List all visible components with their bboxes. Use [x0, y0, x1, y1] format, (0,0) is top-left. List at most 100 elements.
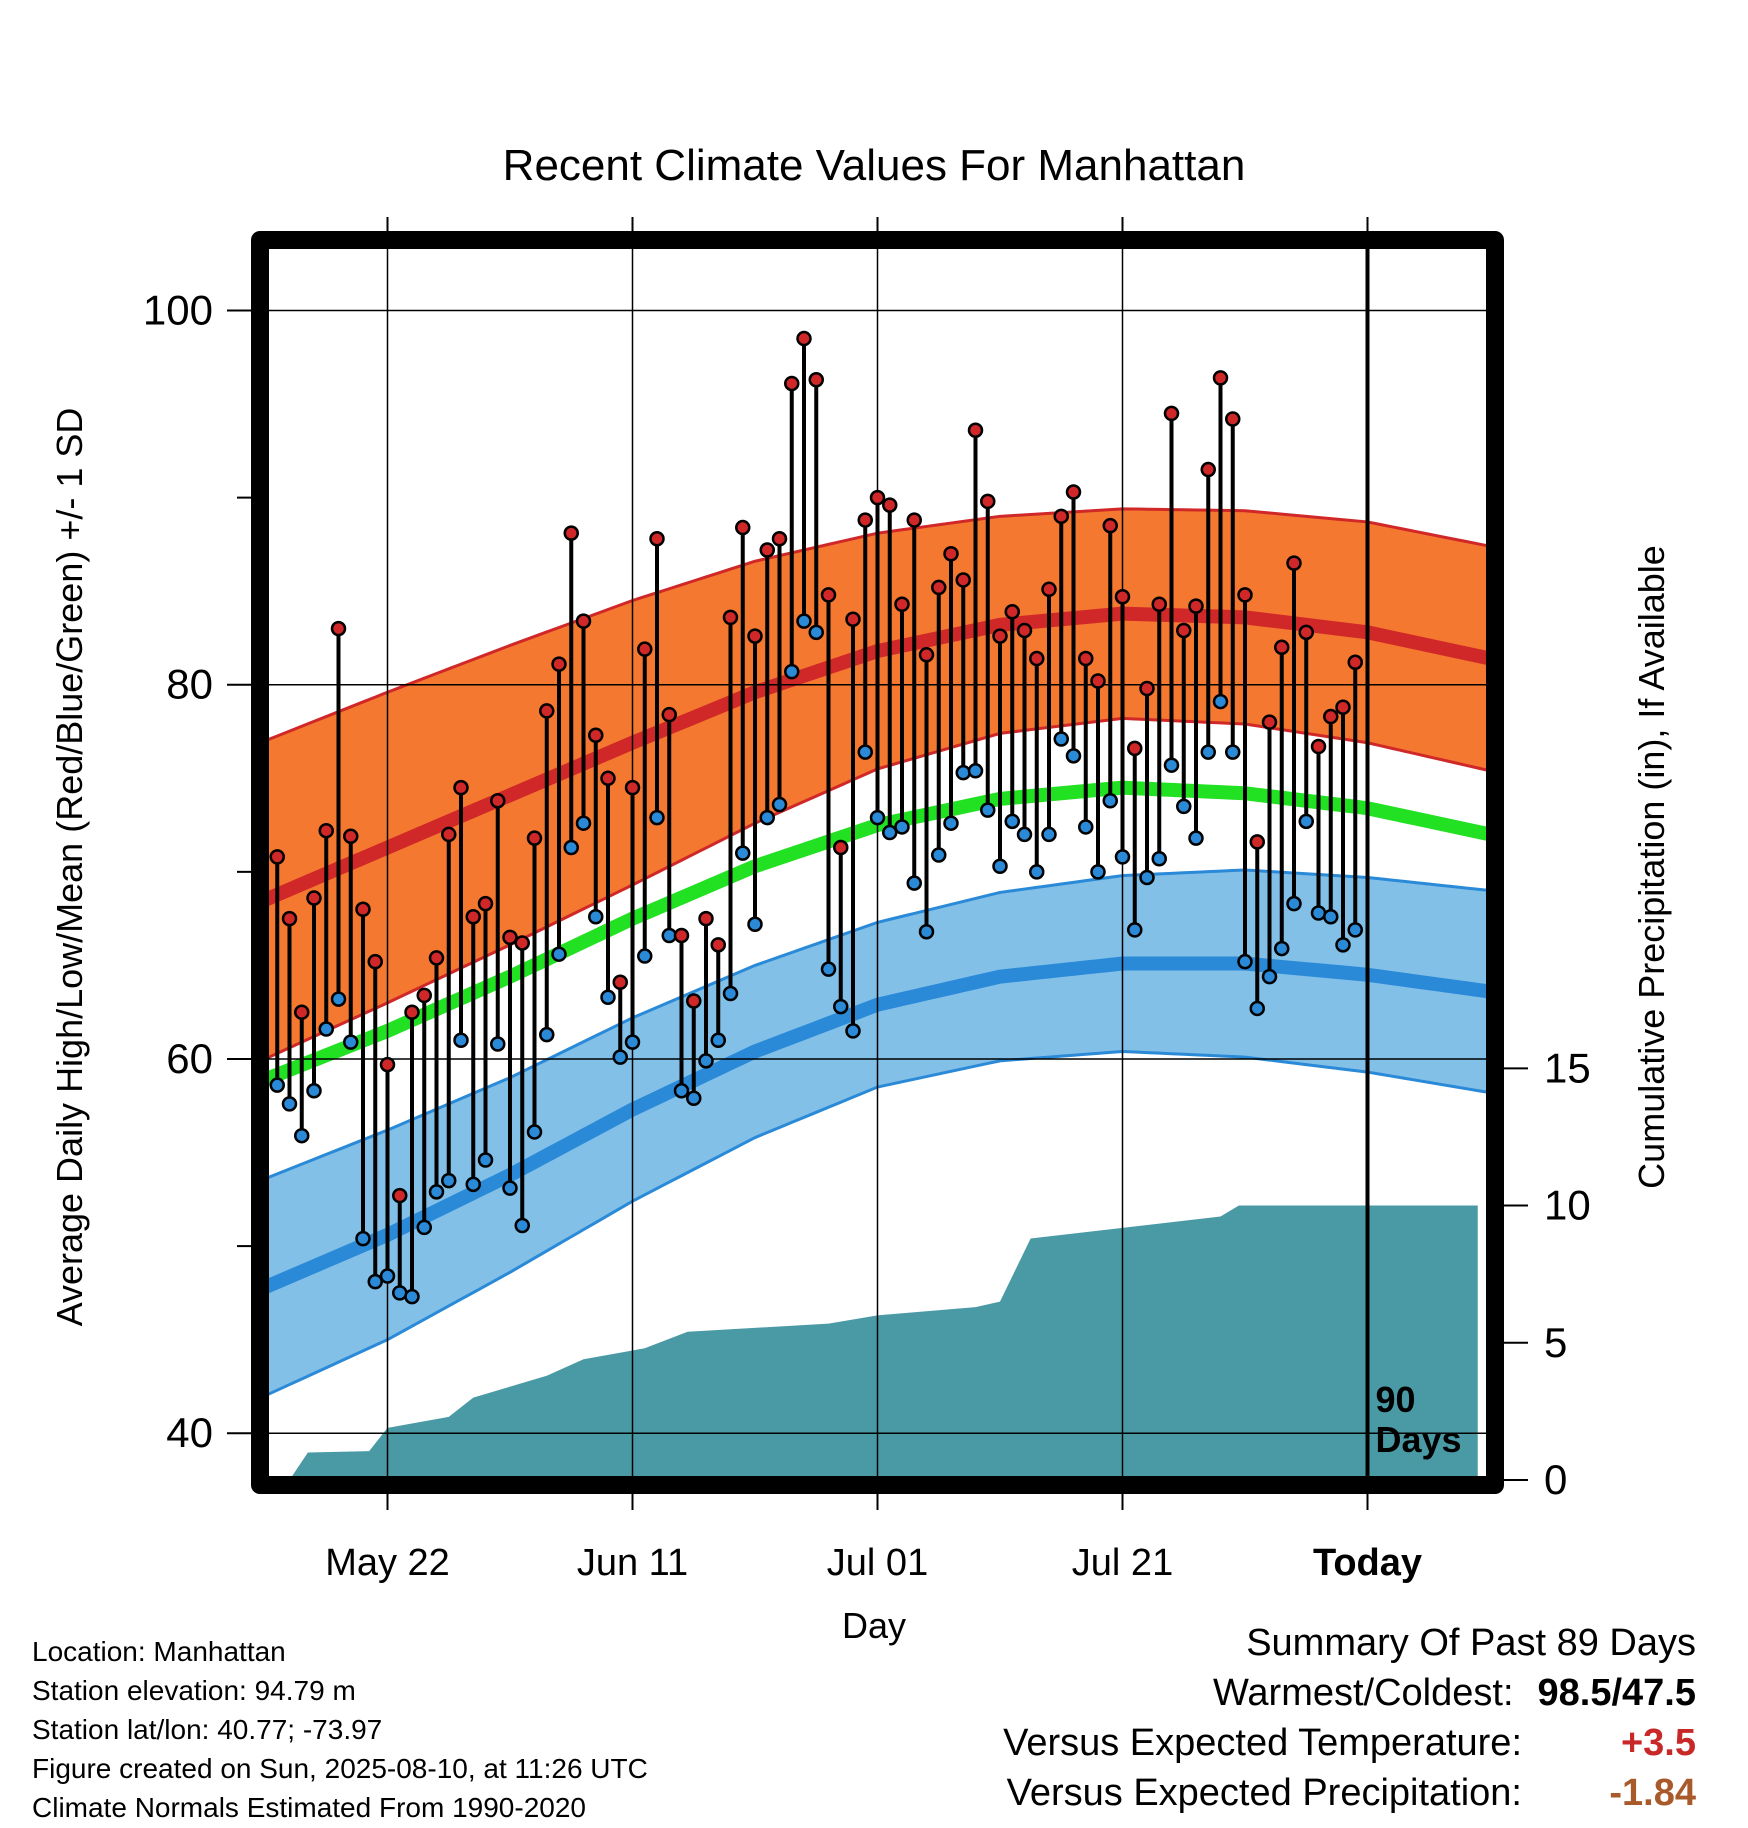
x-tick-label: May 22 — [325, 1542, 450, 1584]
daily-high-point — [575, 613, 592, 629]
daily-high-point — [514, 935, 530, 951]
daily-low-point — [1249, 1000, 1265, 1017]
daily-high-point — [330, 620, 347, 637]
daily-high-point — [281, 910, 298, 927]
daily-low-point — [967, 763, 984, 779]
daily-low-point — [845, 1023, 861, 1039]
daily-high-point — [1053, 508, 1069, 525]
daily-high-point — [967, 422, 984, 438]
daily-low-point — [1335, 937, 1351, 953]
daily-low-point — [869, 809, 886, 826]
daily-low-point — [318, 1021, 334, 1037]
daily-high-point — [1176, 622, 1192, 639]
daily-high-point — [1188, 598, 1204, 614]
daily-high-point — [428, 950, 445, 966]
daily-low-point — [306, 1083, 322, 1099]
daily-high-point — [759, 542, 775, 558]
daily-high-point — [563, 525, 579, 541]
precip-value: -1.84 — [1609, 1772, 1696, 1814]
daily-high-point — [612, 974, 628, 991]
y-right-tick-label: 5 — [1544, 1319, 1567, 1366]
daily-high-point — [820, 587, 837, 603]
today-label-line2: Days — [1376, 1419, 1462, 1460]
daily-low-point — [551, 946, 567, 962]
daily-high-point — [441, 826, 457, 843]
daily-high-point — [686, 993, 702, 1009]
daily-high-point — [343, 828, 359, 845]
daily-high-point — [539, 703, 555, 719]
daily-low-point — [1261, 968, 1278, 985]
daily-low-point — [514, 1217, 530, 1234]
daily-high-point — [1249, 834, 1265, 850]
daily-high-point — [869, 489, 886, 506]
daily-low-point — [882, 824, 898, 841]
daily-high-point — [918, 647, 935, 663]
daily-high-point — [1090, 673, 1106, 689]
daily-high-point — [845, 611, 861, 627]
daily-high-point — [894, 596, 910, 613]
daily-high-point — [698, 910, 714, 927]
daily-high-point — [367, 953, 383, 970]
daily-high-point — [1004, 604, 1020, 620]
daily-high-point — [992, 628, 1008, 644]
daily-low-point — [1102, 793, 1118, 809]
precip-label: Versus Expected Precipitation: — [1006, 1772, 1522, 1814]
daily-low-point — [453, 1032, 469, 1049]
daily-high-point — [1323, 708, 1339, 725]
daily-high-point — [490, 793, 506, 809]
summary-panel: Summary Of Past 89 Days Warmest/Coldest:… — [1003, 1618, 1696, 1818]
daily-high-point — [416, 987, 432, 1004]
y-left-tick-label: 40 — [166, 1409, 213, 1456]
daily-high-point — [710, 937, 726, 953]
daily-low-point — [1151, 851, 1167, 867]
daily-low-point — [379, 1268, 396, 1284]
daily-low-point — [1323, 909, 1339, 925]
daily-high-point — [477, 895, 494, 912]
daily-low-point — [673, 1083, 690, 1099]
daily-high-point — [465, 909, 481, 925]
daily-high-point — [649, 531, 665, 547]
warmest-value: 98.5/47.5 — [1537, 1672, 1696, 1714]
daily-high-point — [980, 493, 996, 510]
daily-low-point — [355, 1230, 371, 1247]
y-left-tick-label: 100 — [143, 286, 213, 333]
x-axis-label: Day — [842, 1605, 906, 1646]
daily-high-point — [1237, 587, 1253, 603]
y-axis-label-right: Cumulative Precipitation (in), If Availa… — [1631, 545, 1672, 1189]
daily-high-point — [1163, 405, 1180, 422]
y-right-tick-label: 0 — [1544, 1456, 1567, 1503]
daily-low-point — [1163, 757, 1180, 773]
daily-low-point — [710, 1032, 726, 1049]
daily-low-point — [612, 1049, 628, 1065]
daily-low-point — [1041, 826, 1057, 843]
daily-high-point — [600, 770, 616, 787]
daily-low-point — [759, 809, 775, 826]
daily-high-point — [624, 779, 641, 796]
daily-high-point — [882, 497, 898, 513]
daily-low-point — [857, 744, 873, 760]
daily-low-point — [1347, 922, 1363, 938]
daily-low-point — [1139, 869, 1155, 886]
daily-low-point — [600, 989, 616, 1005]
daily-low-point — [367, 1273, 383, 1290]
summary-temp-row: Versus Expected Temperature: +3.5 — [1003, 1718, 1696, 1768]
daily-high-point — [722, 609, 739, 626]
daily-low-point — [281, 1096, 298, 1112]
daily-high-point — [453, 779, 469, 796]
daily-high-point — [1139, 680, 1155, 697]
daily-high-point — [771, 531, 788, 547]
daily-low-point — [1212, 693, 1229, 710]
daily-low-point — [502, 1180, 518, 1196]
daily-low-point — [526, 1124, 543, 1140]
daily-high-point — [379, 1056, 396, 1073]
daily-low-point — [490, 1036, 506, 1052]
daily-low-point — [1053, 731, 1069, 747]
daily-high-point — [1286, 555, 1302, 571]
daily-low-point — [637, 948, 653, 964]
daily-low-point — [465, 1176, 481, 1193]
daily-high-point — [1310, 738, 1327, 755]
x-tick-label: Jul 21 — [1072, 1542, 1173, 1584]
daily-high-point — [747, 628, 763, 644]
daily-low-point — [1016, 826, 1033, 843]
